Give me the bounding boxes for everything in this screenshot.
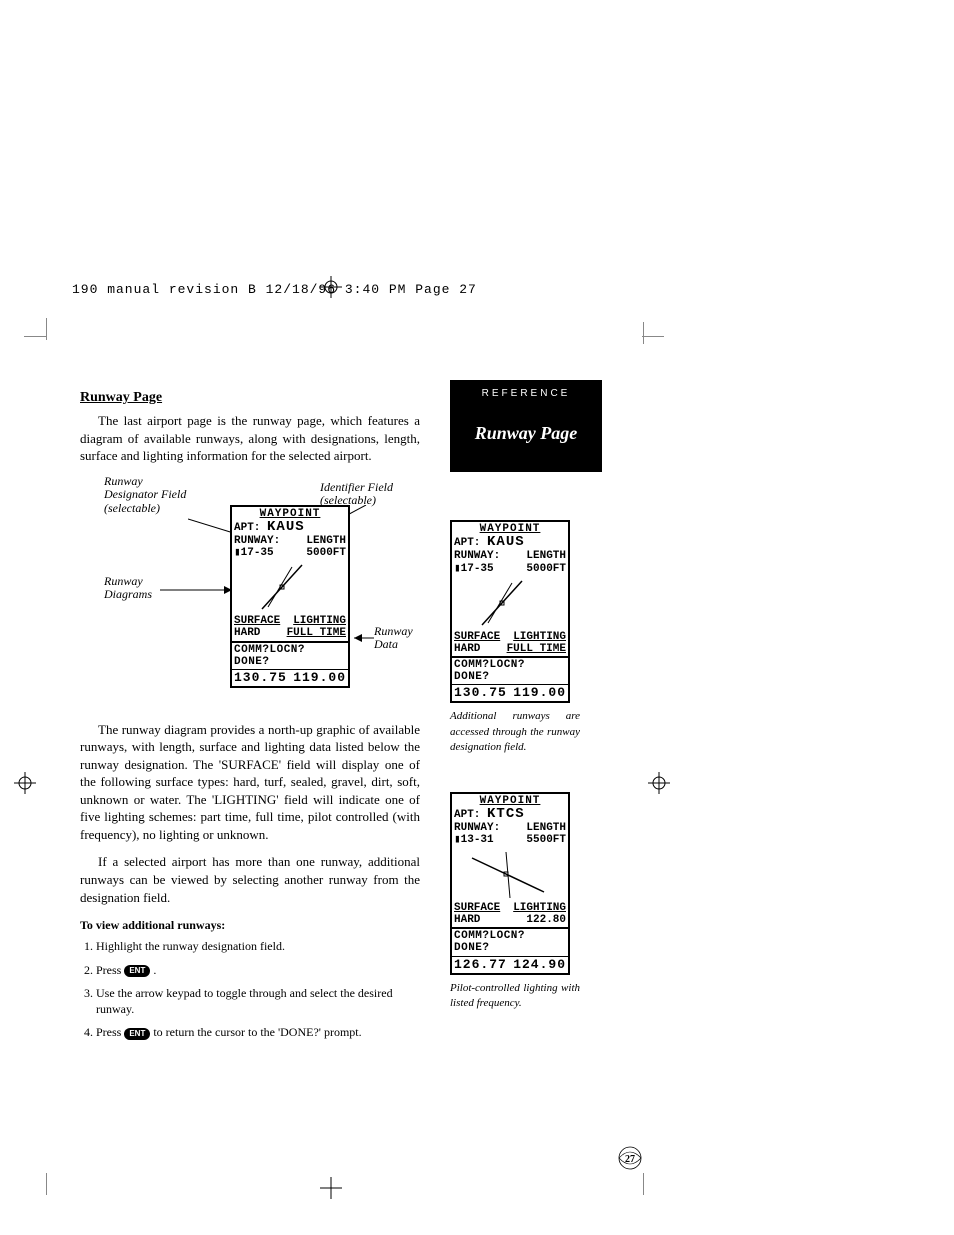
freq2: 119.00 (513, 686, 566, 700)
registration-mark-icon (320, 1177, 342, 1199)
runway-diagram-icon (452, 575, 568, 631)
crop-tick (642, 336, 664, 337)
prompt-line: COMM?LOCN? DONE? (234, 644, 346, 668)
callout-text: RunwayDesignator Field(selectable) (104, 474, 186, 516)
page-number: 27 (625, 1154, 635, 1165)
step-item: Press ENT . (96, 963, 420, 979)
prompt-line: COMM?LOCN? DONE? (454, 930, 566, 954)
intro-paragraph: The last airport page is the runway page… (80, 412, 420, 465)
registration-mark-icon (320, 276, 342, 298)
callout-arrow-icon (350, 633, 380, 643)
lighting-value: FULL TIME (507, 643, 566, 655)
step-text: to return the cursor to the 'DONE?' prom… (150, 1025, 361, 1039)
apt-value: KTCS (487, 806, 525, 822)
freq1: 130.75 (454, 686, 507, 700)
apt-label: APT: (454, 809, 480, 821)
step-item: Highlight the runway designation field. (96, 939, 420, 955)
runway-label: RUNWAY: (454, 822, 500, 834)
freq1: 126.77 (454, 958, 507, 972)
callout-arrow-icon (160, 585, 240, 595)
runway-value: ▮13-31 (454, 834, 494, 846)
surface-value: HARD (454, 914, 480, 926)
surface-label: SURFACE (234, 615, 280, 627)
surface-label: SURFACE (454, 631, 500, 643)
lighting-label: LIGHTING (513, 902, 566, 914)
page: 190 manual revision B 12/18/96 3:40 PM P… (0, 0, 954, 1235)
runway-diagram-icon (452, 846, 568, 902)
lighting-label: LIGHTING (513, 631, 566, 643)
freq1: 130.75 (234, 671, 287, 685)
example-screen-1: WAYPOINT APT: KAUS RUNWAY:LENGTH ▮17-355… (450, 520, 630, 756)
freq2: 124.90 (513, 958, 566, 972)
step-text: Highlight the runway designation field. (96, 939, 285, 953)
reference-label: REFERENCE (456, 388, 596, 399)
lighting-value: FULL TIME (287, 627, 346, 639)
prompt-line: COMM?LOCN? DONE? (454, 659, 566, 683)
callout-designator: RunwayDesignator Field(selectable) (104, 475, 186, 516)
step-text: Use the arrow keypad to toggle through a… (96, 986, 393, 1016)
instruction-steps: Highlight the runway designation field. … (96, 939, 420, 1041)
length-label: LENGTH (526, 550, 566, 562)
length-value: 5000FT (306, 547, 346, 559)
step-text: Press (96, 963, 124, 977)
callout-diagrams: RunwayDiagrams (104, 575, 152, 603)
lighting-label: LIGHTING (293, 615, 346, 627)
runway-diagram-icon (232, 559, 348, 615)
callout-text: RunwayDiagrams (104, 574, 152, 602)
apt-label: APT: (454, 537, 480, 549)
reference-box: REFERENCE Runway Page (450, 380, 602, 472)
instructions-heading: To view additional runways: (80, 918, 420, 933)
body-paragraph: The runway diagram provides a north-up g… (80, 721, 420, 844)
step-text: . (150, 963, 156, 977)
apt-value: KAUS (487, 534, 525, 550)
page-number-ornament: 27 (616, 1144, 644, 1177)
content-area: Runway Page The last airport page is the… (0, 390, 954, 1049)
reference-title: Runway Page (456, 423, 596, 444)
annotated-diagram: RunwayDesignator Field(selectable) Ident… (80, 475, 420, 705)
length-value: 5000FT (526, 563, 566, 575)
ent-button-icon: ENT (124, 965, 150, 977)
runway-value: ▮17-35 (454, 563, 494, 575)
length-label: LENGTH (306, 535, 346, 547)
apt-label: APT: (234, 522, 260, 534)
runway-label: RUNWAY: (234, 535, 280, 547)
example-screen-2: WAYPOINT APT: KTCS RUNWAY:LENGTH ▮13-315… (450, 792, 630, 1012)
length-value: 5500FT (526, 834, 566, 846)
freq2: 119.00 (293, 671, 346, 685)
lcd-screen: WAYPOINT APT: KTCS RUNWAY:LENGTH ▮13-315… (450, 792, 570, 975)
crop-tick (46, 1173, 47, 1195)
main-column: Runway Page The last airport page is the… (80, 390, 420, 1049)
figure-caption: Additional runways are accessed through … (450, 709, 580, 755)
runway-value: ▮17-35 (234, 547, 274, 559)
callout-text: Identifier Field(selectable) (320, 480, 393, 508)
lcd-screen: WAYPOINT APT: KAUS RUNWAY:LENGTH ▮17-355… (450, 520, 570, 703)
surface-value: HARD (234, 627, 260, 639)
step-text: Press (96, 1025, 124, 1039)
page-header-line: 190 manual revision B 12/18/96 3:40 PM P… (72, 282, 477, 297)
crop-tick (46, 318, 47, 340)
sidebar-column: REFERENCE Runway Page WAYPOINT APT: KAUS… (450, 390, 630, 1049)
ent-button-icon: ENT (124, 1028, 150, 1040)
step-item: Press ENT to return the cursor to the 'D… (96, 1025, 420, 1041)
surface-value: HARD (454, 643, 480, 655)
step-item: Use the arrow keypad to toggle through a… (96, 986, 420, 1017)
length-label: LENGTH (526, 822, 566, 834)
section-heading: Runway Page (80, 390, 420, 406)
figure-caption: Pilot-controlled lighting with listed fr… (450, 981, 580, 1012)
crop-tick (24, 336, 46, 337)
crop-tick (643, 322, 644, 344)
main-lcd-screen: WAYPOINT APT: KAUS RUNWAY:LENGTH ▮17-355… (230, 505, 350, 688)
runway-label: RUNWAY: (454, 550, 500, 562)
apt-value: KAUS (267, 519, 305, 535)
lighting-value: 122.80 (526, 914, 566, 926)
surface-label: SURFACE (454, 902, 500, 914)
body-paragraph: If a selected airport has more than one … (80, 853, 420, 906)
